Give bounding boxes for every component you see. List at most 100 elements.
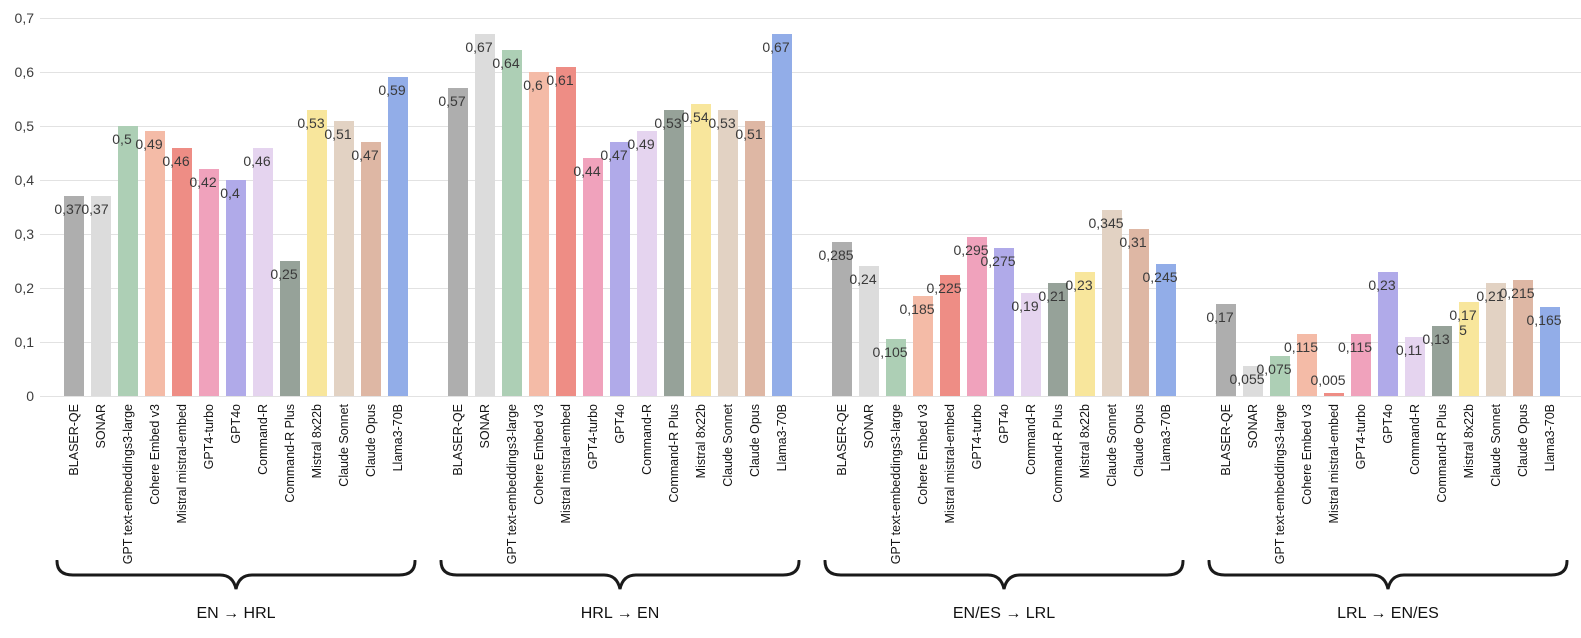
bar-value-label: 0,275 xyxy=(980,252,1016,269)
bar-Command-R Plus xyxy=(1432,325,1452,396)
group-underbrace xyxy=(439,560,801,590)
x-axis-label-BLASER-QE: BLASER-QE xyxy=(1219,404,1233,476)
bar-value-label: 0,245 xyxy=(1142,268,1178,285)
bar-Command-R Plus xyxy=(1048,282,1068,396)
x-axis-label-GPT4o: GPT4o xyxy=(229,404,243,444)
x-axis-label-Llama3-70B: Llama3-70B xyxy=(1543,404,1557,472)
bar-value-label: 0,46 xyxy=(162,152,190,169)
bar-value-label: 0,115 xyxy=(1338,338,1372,355)
x-axis-label-Llama3-70B: Llama3-70B xyxy=(775,404,789,472)
bar-value-label: 0,11 xyxy=(1395,341,1423,358)
bar-value-label: 0,24 xyxy=(849,271,877,288)
x-axis-label-BLASER-QE: BLASER-QE xyxy=(67,404,81,476)
x-axis-label-Command-R Plus: Command-R Plus xyxy=(1435,404,1449,503)
x-axis-label-Command-R: Command-R xyxy=(640,404,654,475)
x-axis-label-SONAR: SONAR xyxy=(478,404,492,449)
bar-value-label: 0,53 xyxy=(708,114,736,131)
bar-value-label: 0,13 xyxy=(1422,330,1450,347)
bar-Cohere Embed v3 xyxy=(145,131,165,396)
x-axis-label-Cohere Embed v3: Cohere Embed v3 xyxy=(916,404,930,505)
bar-Mistral mistral-embed xyxy=(556,66,576,396)
bar-Mistral mistral-embed xyxy=(940,274,960,396)
y-axis-tick-label: 0,7 xyxy=(14,10,34,26)
x-axis-label-Claude Opus: Claude Opus xyxy=(748,404,762,477)
bar-GPT4-turbo xyxy=(1351,333,1371,396)
bar-value-label: 0,005 xyxy=(1310,372,1346,389)
bar-Command-R xyxy=(253,147,273,396)
bar-value-label: 0,345 xyxy=(1088,214,1124,231)
x-axis-label-Claude Opus: Claude Opus xyxy=(1516,404,1530,477)
x-axis-label-Mistral mistral-embed: Mistral mistral-embed xyxy=(1327,404,1341,524)
x-axis-label-Command-R: Command-R xyxy=(256,404,270,475)
gridline-y-0,4 xyxy=(40,180,1581,181)
gridline-y-0,7 xyxy=(40,18,1581,19)
bar-Mistral 8x22b xyxy=(691,104,711,396)
x-axis-label-GPT text-embeddings3-large: GPT text-embeddings3-large xyxy=(121,404,135,565)
x-axis-label-Command-R Plus: Command-R Plus xyxy=(1051,404,1065,503)
x-axis-label-Llama3-70B: Llama3-70B xyxy=(1159,404,1173,472)
bar-value-label: 0,37 xyxy=(81,201,109,218)
bar-Claude Sonnet xyxy=(334,120,354,396)
group-underbrace xyxy=(1207,560,1569,590)
bar-GPT4o xyxy=(994,247,1014,396)
x-axis-label-Mistral 8x22b: Mistral 8x22b xyxy=(1078,404,1092,479)
gridline-y-0,1 xyxy=(40,342,1581,343)
bar-Llama3-70B xyxy=(772,34,792,396)
bar-value-label: 0,225 xyxy=(926,279,962,296)
bar-value-label: 0,075 xyxy=(1256,360,1292,377)
x-axis-label-Mistral 8x22b: Mistral 8x22b xyxy=(1462,404,1476,479)
bar-value-label: 0,215 xyxy=(1499,284,1535,301)
bar-GPT text-embeddings3-large xyxy=(1270,355,1290,396)
bar-value-label: 0,17 5 xyxy=(1449,306,1477,338)
bar-Mistral mistral-embed xyxy=(172,147,192,396)
bar-value-label: 0,4 xyxy=(220,185,240,201)
bar-value-label: 0,17 xyxy=(1206,309,1234,326)
bar-Llama3-70B xyxy=(1540,306,1560,396)
bar-Llama3-70B xyxy=(388,77,408,396)
bar-Command-R Plus xyxy=(664,109,684,396)
x-axis-label-GPT4-turbo: GPT4-turbo xyxy=(970,404,984,470)
group-label: LRL → EN/ES xyxy=(1337,605,1439,622)
x-axis-label-GPT4-turbo: GPT4-turbo xyxy=(586,404,600,470)
bar-GPT4o xyxy=(610,142,630,396)
bar-Command-R xyxy=(1405,336,1425,396)
x-axis-label-Claude Sonnet: Claude Sonnet xyxy=(1105,404,1119,487)
bar-value-label: 0,19 xyxy=(1011,298,1039,315)
x-axis-label-Command-R: Command-R xyxy=(1408,404,1422,475)
x-axis-label-BLASER-QE: BLASER-QE xyxy=(451,404,465,476)
bar-value-label: 0,31 xyxy=(1119,233,1147,250)
x-axis-label-Claude Sonnet: Claude Sonnet xyxy=(721,404,735,487)
bar-GPT4o xyxy=(1378,271,1398,396)
y-axis-tick-label: 0,3 xyxy=(14,226,34,242)
bar-value-label: 0,44 xyxy=(573,163,601,180)
bar-Mistral 8x22b xyxy=(1075,271,1095,396)
bar-value-label: 0,295 xyxy=(953,241,989,258)
bar-value-label: 0,105 xyxy=(872,344,908,361)
x-axis-label-Cohere Embed v3: Cohere Embed v3 xyxy=(148,404,162,505)
bar-BLASER-QE xyxy=(64,196,84,396)
bar-Cohere Embed v3 xyxy=(529,72,549,396)
y-axis-tick-label: 0,2 xyxy=(14,280,34,296)
x-axis-label-Mistral mistral-embed: Mistral mistral-embed xyxy=(559,404,573,524)
x-axis-label-Command-R Plus: Command-R Plus xyxy=(283,404,297,503)
bar-value-label: 0,37 xyxy=(54,201,82,218)
bar-GPT text-embeddings3-large xyxy=(886,339,906,396)
bar-value-label: 0,49 xyxy=(135,136,163,153)
bar-SONAR xyxy=(859,266,879,396)
bar-value-label: 0,64 xyxy=(492,55,520,72)
bar-value-label: 0,51 xyxy=(324,125,352,142)
bar-Cohere Embed v3 xyxy=(1297,333,1317,396)
x-axis-label-Mistral mistral-embed: Mistral mistral-embed xyxy=(943,404,957,524)
x-axis-label-Mistral mistral-embed: Mistral mistral-embed xyxy=(175,404,189,524)
bar-value-label: 0,54 xyxy=(681,109,709,126)
x-axis-label-Llama3-70B: Llama3-70B xyxy=(391,404,405,472)
x-axis-label-GPT text-embeddings3-large: GPT text-embeddings3-large xyxy=(505,404,519,565)
bar-value-label: 0,42 xyxy=(189,174,217,191)
bar-Command-R xyxy=(1021,293,1041,396)
bar-value-label: 0,23 xyxy=(1368,276,1396,293)
x-axis-label-Command-R Plus: Command-R Plus xyxy=(667,404,681,503)
bar-SONAR xyxy=(1243,366,1263,396)
x-axis-label-Claude Sonnet: Claude Sonnet xyxy=(337,404,351,487)
group-label: HRL → EN xyxy=(580,605,660,622)
